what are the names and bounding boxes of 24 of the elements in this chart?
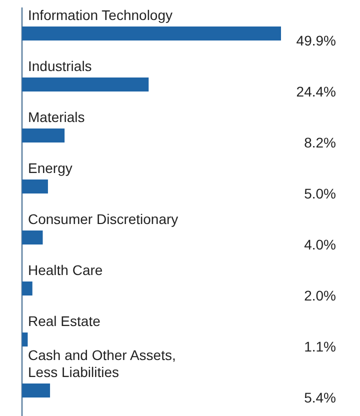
bar [22, 384, 50, 398]
data-label: 5.4% [304, 390, 336, 406]
y-tick-label: Industrials [28, 58, 92, 74]
data-label: 5.0% [304, 186, 336, 202]
data-label: 2.0% [304, 288, 336, 304]
bar [22, 128, 65, 142]
data-label: 24.4% [296, 84, 336, 100]
y-tick-label: Health Care [28, 262, 103, 278]
data-label: 4.0% [304, 236, 336, 252]
y-tick-label: Real Estate [28, 313, 101, 329]
y-tick-label: Materials [28, 109, 85, 125]
bar [22, 282, 32, 296]
bar [22, 26, 281, 40]
bar [22, 230, 43, 244]
y-tick-label: Energy [28, 160, 72, 176]
bar [22, 332, 28, 346]
bar [22, 78, 149, 92]
data-label: 1.1% [304, 338, 336, 354]
y-tick-label: Consumer Discretionary [28, 211, 178, 227]
y-tick-label: Information Technology [28, 7, 172, 23]
bar [22, 180, 48, 194]
data-label: 8.2% [304, 134, 336, 150]
y-tick-label: Cash and Other Assets, Less Liabilities [28, 347, 180, 380]
data-label: 49.9% [296, 32, 336, 48]
